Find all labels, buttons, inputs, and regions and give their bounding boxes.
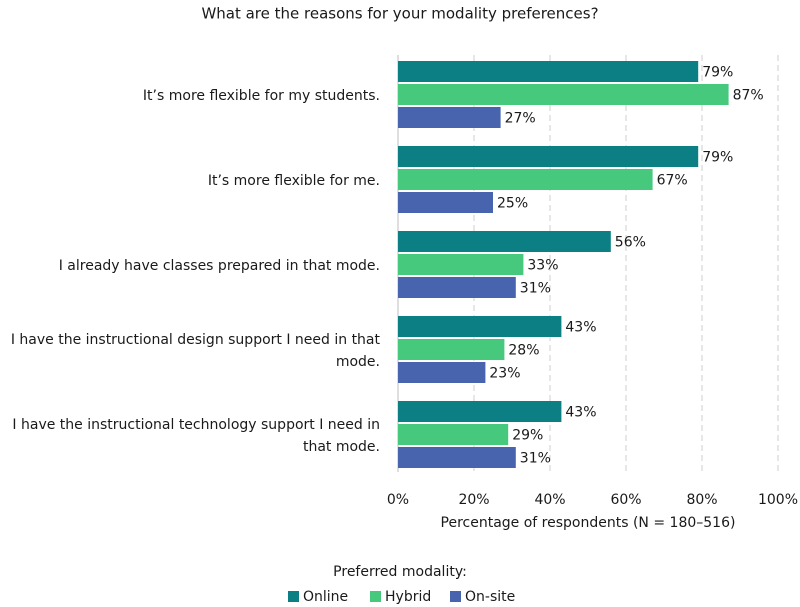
legend-label: On-site bbox=[465, 589, 515, 605]
bar bbox=[398, 362, 486, 383]
value-label: 43% bbox=[565, 405, 596, 421]
x-tick-label: 40% bbox=[534, 492, 565, 508]
bar bbox=[398, 277, 516, 298]
category-label: I already have classes prepared in that … bbox=[58, 258, 380, 274]
legend-swatch bbox=[450, 591, 461, 602]
value-label: 25% bbox=[497, 196, 528, 212]
legend-swatch bbox=[288, 591, 299, 602]
bar bbox=[398, 107, 501, 128]
category-label: I have the instructional design support … bbox=[10, 332, 380, 370]
bar bbox=[398, 61, 699, 82]
bar bbox=[398, 254, 524, 275]
value-label: 33% bbox=[527, 258, 558, 274]
legend-label: Hybrid bbox=[385, 589, 431, 605]
x-tick-label: 0% bbox=[387, 492, 409, 508]
category-label: It’s more flexible for my students. bbox=[142, 88, 380, 104]
value-label: 79% bbox=[702, 65, 733, 81]
bar bbox=[398, 401, 562, 422]
value-label: 23% bbox=[489, 366, 520, 382]
bar bbox=[398, 84, 729, 105]
x-tick-label: 80% bbox=[686, 492, 717, 508]
bar bbox=[398, 316, 562, 337]
value-label: 31% bbox=[520, 451, 551, 467]
x-axis-title: Percentage of respondents (N = 180–516) bbox=[441, 515, 736, 531]
bar bbox=[398, 231, 611, 252]
value-label: 27% bbox=[505, 111, 536, 127]
value-label: 67% bbox=[657, 173, 688, 189]
category-label: It’s more flexible for me. bbox=[207, 173, 380, 189]
bar bbox=[398, 169, 653, 190]
legend-title: Preferred modality: bbox=[333, 564, 467, 580]
x-tick-label: 20% bbox=[458, 492, 489, 508]
value-label: 56% bbox=[615, 235, 646, 251]
value-label: 43% bbox=[565, 320, 596, 336]
value-label: 87% bbox=[733, 88, 764, 104]
value-label: 79% bbox=[702, 150, 733, 166]
bar bbox=[398, 192, 493, 213]
legend-label: Online bbox=[303, 589, 348, 605]
value-label: 31% bbox=[520, 281, 551, 297]
bar bbox=[398, 447, 516, 468]
chart-title: What are the reasons for your modality p… bbox=[201, 5, 598, 23]
x-tick-label: 100% bbox=[758, 492, 798, 508]
category-label: I have the instructional technology supp… bbox=[12, 417, 380, 455]
bar bbox=[398, 424, 509, 445]
bar bbox=[398, 146, 699, 167]
bar bbox=[398, 339, 505, 360]
x-tick-label: 60% bbox=[610, 492, 641, 508]
value-label: 28% bbox=[508, 343, 539, 359]
value-label: 29% bbox=[512, 428, 543, 444]
legend-swatch bbox=[370, 591, 381, 602]
